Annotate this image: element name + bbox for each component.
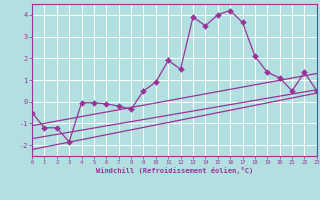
X-axis label: Windchill (Refroidissement éolien,°C): Windchill (Refroidissement éolien,°C): [96, 167, 253, 174]
